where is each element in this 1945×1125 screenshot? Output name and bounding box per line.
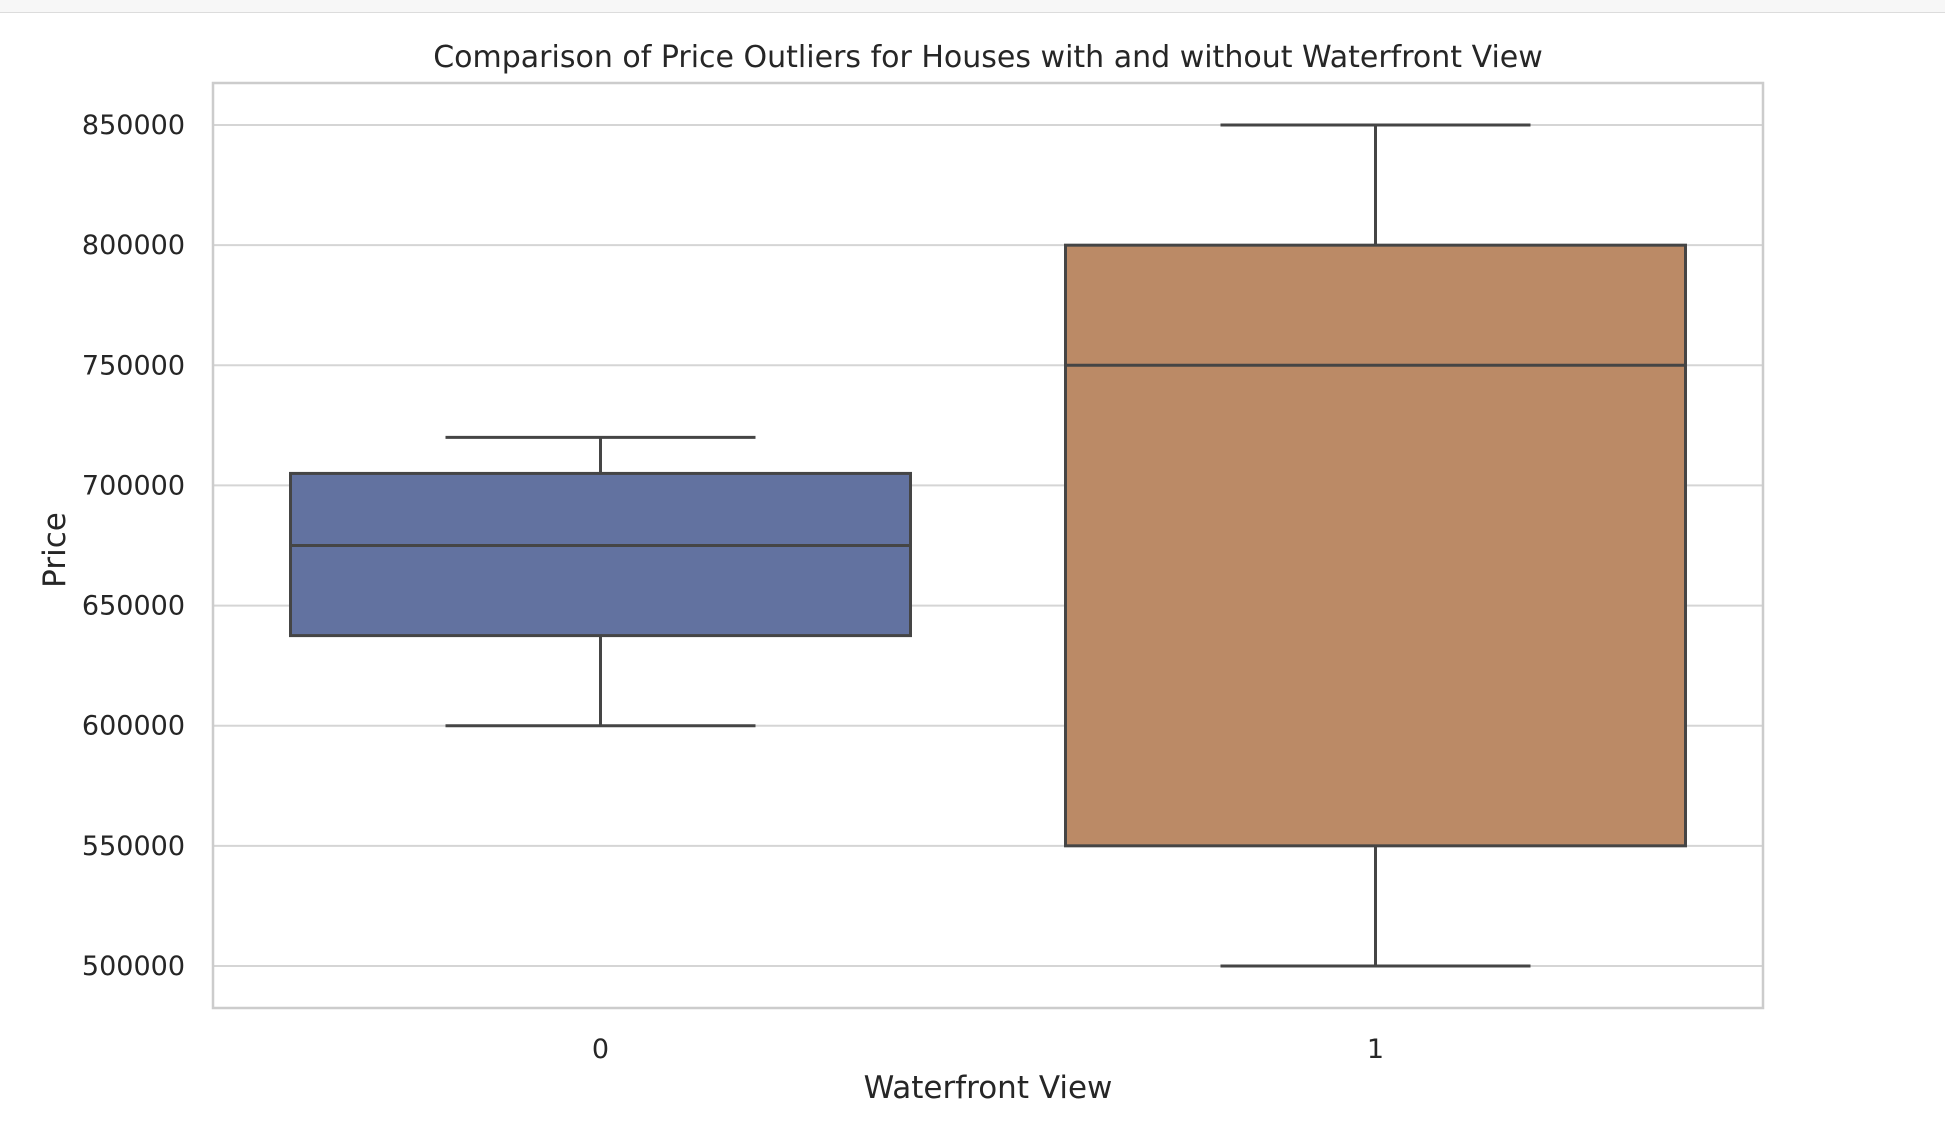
y-tick-label: 550000 <box>82 831 185 862</box>
y-tick-label: 650000 <box>82 591 185 622</box>
y-tick-label: 600000 <box>82 711 185 742</box>
y-tick-label: 700000 <box>82 470 185 501</box>
interquartile-box <box>1064 243 1687 848</box>
y-axis-ticks: 500000 550000 600000 650000 700000 750000 8000… <box>82 110 185 982</box>
x-tick-label: 0 <box>592 1034 609 1065</box>
chart-title: Comparison of Price Outliers for Houses … <box>433 40 1543 75</box>
y-tick-label: 800000 <box>82 230 185 261</box>
y-tick-label: 500000 <box>82 951 185 982</box>
y-axis-label: Price <box>37 512 73 588</box>
box-0 <box>289 435 912 728</box>
y-tick-label: 750000 <box>82 350 185 381</box>
box-1 <box>1064 123 1687 968</box>
interquartile-box <box>289 471 912 638</box>
plot-frame <box>211 81 1765 1010</box>
boxes-group <box>289 123 1687 968</box>
y-tick-label: 850000 <box>82 110 185 141</box>
x-axis-label: Waterfront View <box>864 1070 1113 1106</box>
notebook-cell-border <box>0 0 1945 13</box>
x-tick-label: 1 <box>1367 1034 1384 1065</box>
